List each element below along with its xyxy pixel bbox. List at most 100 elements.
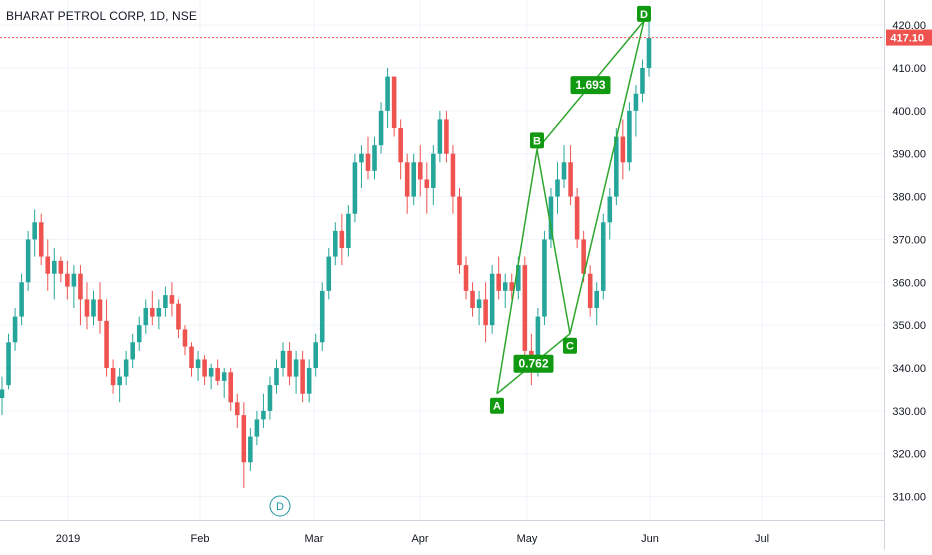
candle-body: [502, 282, 508, 291]
candle-body: [431, 153, 436, 188]
candle-body: [156, 308, 162, 317]
candle-body: [607, 196, 613, 223]
candle-body: [516, 265, 521, 291]
candle-body: [38, 222, 44, 257]
candle-body: [261, 410, 266, 420]
y-tick-label: 410.00: [892, 63, 926, 75]
symbol-title: BHARAT PETROL CORP, 1D, NSE: [6, 9, 197, 23]
candle-body: [84, 299, 90, 317]
candle-body: [176, 303, 181, 330]
y-tick-label: 400.00: [892, 106, 926, 118]
candle-body: [136, 325, 142, 343]
candle-body: [385, 76, 390, 111]
ratio-label: 1.693: [575, 78, 605, 92]
x-tick-label: Mar: [305, 533, 324, 545]
candle-body: [633, 93, 639, 111]
candle-body: [372, 145, 377, 171]
candle-body: [97, 299, 103, 321]
candle-body: [378, 110, 384, 146]
candle-body: [45, 256, 51, 274]
candle-body: [169, 295, 175, 304]
candle-body: [248, 436, 253, 463]
y-tick-label: 350.00: [892, 320, 926, 332]
candle-body: [535, 316, 541, 368]
candle-body: [620, 136, 626, 163]
candle-body: [594, 290, 600, 308]
candle-body: [195, 359, 201, 368]
candle-body: [202, 359, 207, 377]
candle-body: [267, 385, 273, 411]
harmonic-pattern: A B C D 1.693 0.762: [490, 5, 651, 414]
y-tick-label: 340.00: [892, 363, 926, 375]
x-tick-label: Apr: [411, 533, 428, 545]
candle-body: [640, 68, 645, 94]
candle-body: [333, 230, 338, 257]
candle-body: [19, 282, 24, 317]
y-tick-label: 380.00: [892, 192, 926, 204]
candle-body: [91, 299, 96, 317]
candle-body: [150, 308, 155, 317]
candle-body: [398, 128, 403, 163]
y-tick-label: 390.00: [892, 149, 926, 161]
candle-body: [326, 256, 332, 291]
pattern-point-badge: [563, 337, 577, 354]
candle-body: [404, 162, 410, 197]
candle-body: [411, 162, 417, 197]
candle-body: [78, 273, 83, 300]
candle-body: [365, 153, 371, 171]
candle-body: [522, 265, 528, 351]
candle-body: [457, 196, 462, 266]
candle-body: [104, 320, 109, 368]
pattern-point-badge: [490, 397, 504, 414]
candle-body: [555, 179, 560, 197]
candle-body: [561, 162, 567, 180]
pattern-point-label: B: [533, 135, 541, 147]
x-tick-label: Feb: [191, 533, 210, 545]
pattern-point-badge: [637, 5, 651, 22]
candle-body: [300, 359, 305, 394]
pattern-point-label: C: [566, 341, 574, 353]
candle-body: [587, 273, 593, 308]
candle-body: [496, 273, 501, 291]
candle-body: [476, 299, 482, 308]
x-tick-label: 2019: [56, 533, 80, 545]
dividend-marker-label: D: [276, 501, 284, 513]
ratio-badge: [570, 76, 611, 95]
candle-body: [208, 368, 214, 377]
candle-body: [359, 153, 364, 163]
candle-body: [509, 282, 515, 291]
candle-body: [319, 290, 325, 343]
candle-body: [437, 119, 443, 154]
candle-body: [346, 213, 351, 248]
last-price-badge: [886, 29, 932, 46]
last-price-label: 417.10: [890, 33, 924, 45]
candle-body: [581, 239, 586, 274]
candle-body: [280, 350, 286, 368]
x-tick-label: May: [517, 533, 538, 545]
pattern-point-label: D: [640, 9, 648, 21]
candles: [0, 20, 652, 488]
candle-body: [274, 368, 279, 386]
pattern-point-badge: [530, 132, 544, 149]
candle-body: [574, 196, 580, 240]
candle-body: [444, 119, 449, 154]
candle-body: [424, 179, 430, 188]
candle-body: [391, 76, 397, 128]
candle-body: [254, 419, 260, 437]
candle-body: [228, 372, 234, 403]
candle-body: [130, 342, 135, 360]
candle-body: [489, 273, 495, 326]
candle-body: [568, 162, 573, 197]
ratio-label: 0.762: [518, 357, 548, 371]
dividend-marker: [269, 495, 291, 517]
candle-body: [182, 329, 188, 347]
candle-body: [293, 359, 299, 377]
candle-body: [306, 368, 312, 394]
candle-body: [25, 239, 31, 283]
pattern-point-label: A: [493, 401, 501, 413]
candle-body: [71, 273, 77, 287]
ratio-badge: [513, 354, 554, 373]
